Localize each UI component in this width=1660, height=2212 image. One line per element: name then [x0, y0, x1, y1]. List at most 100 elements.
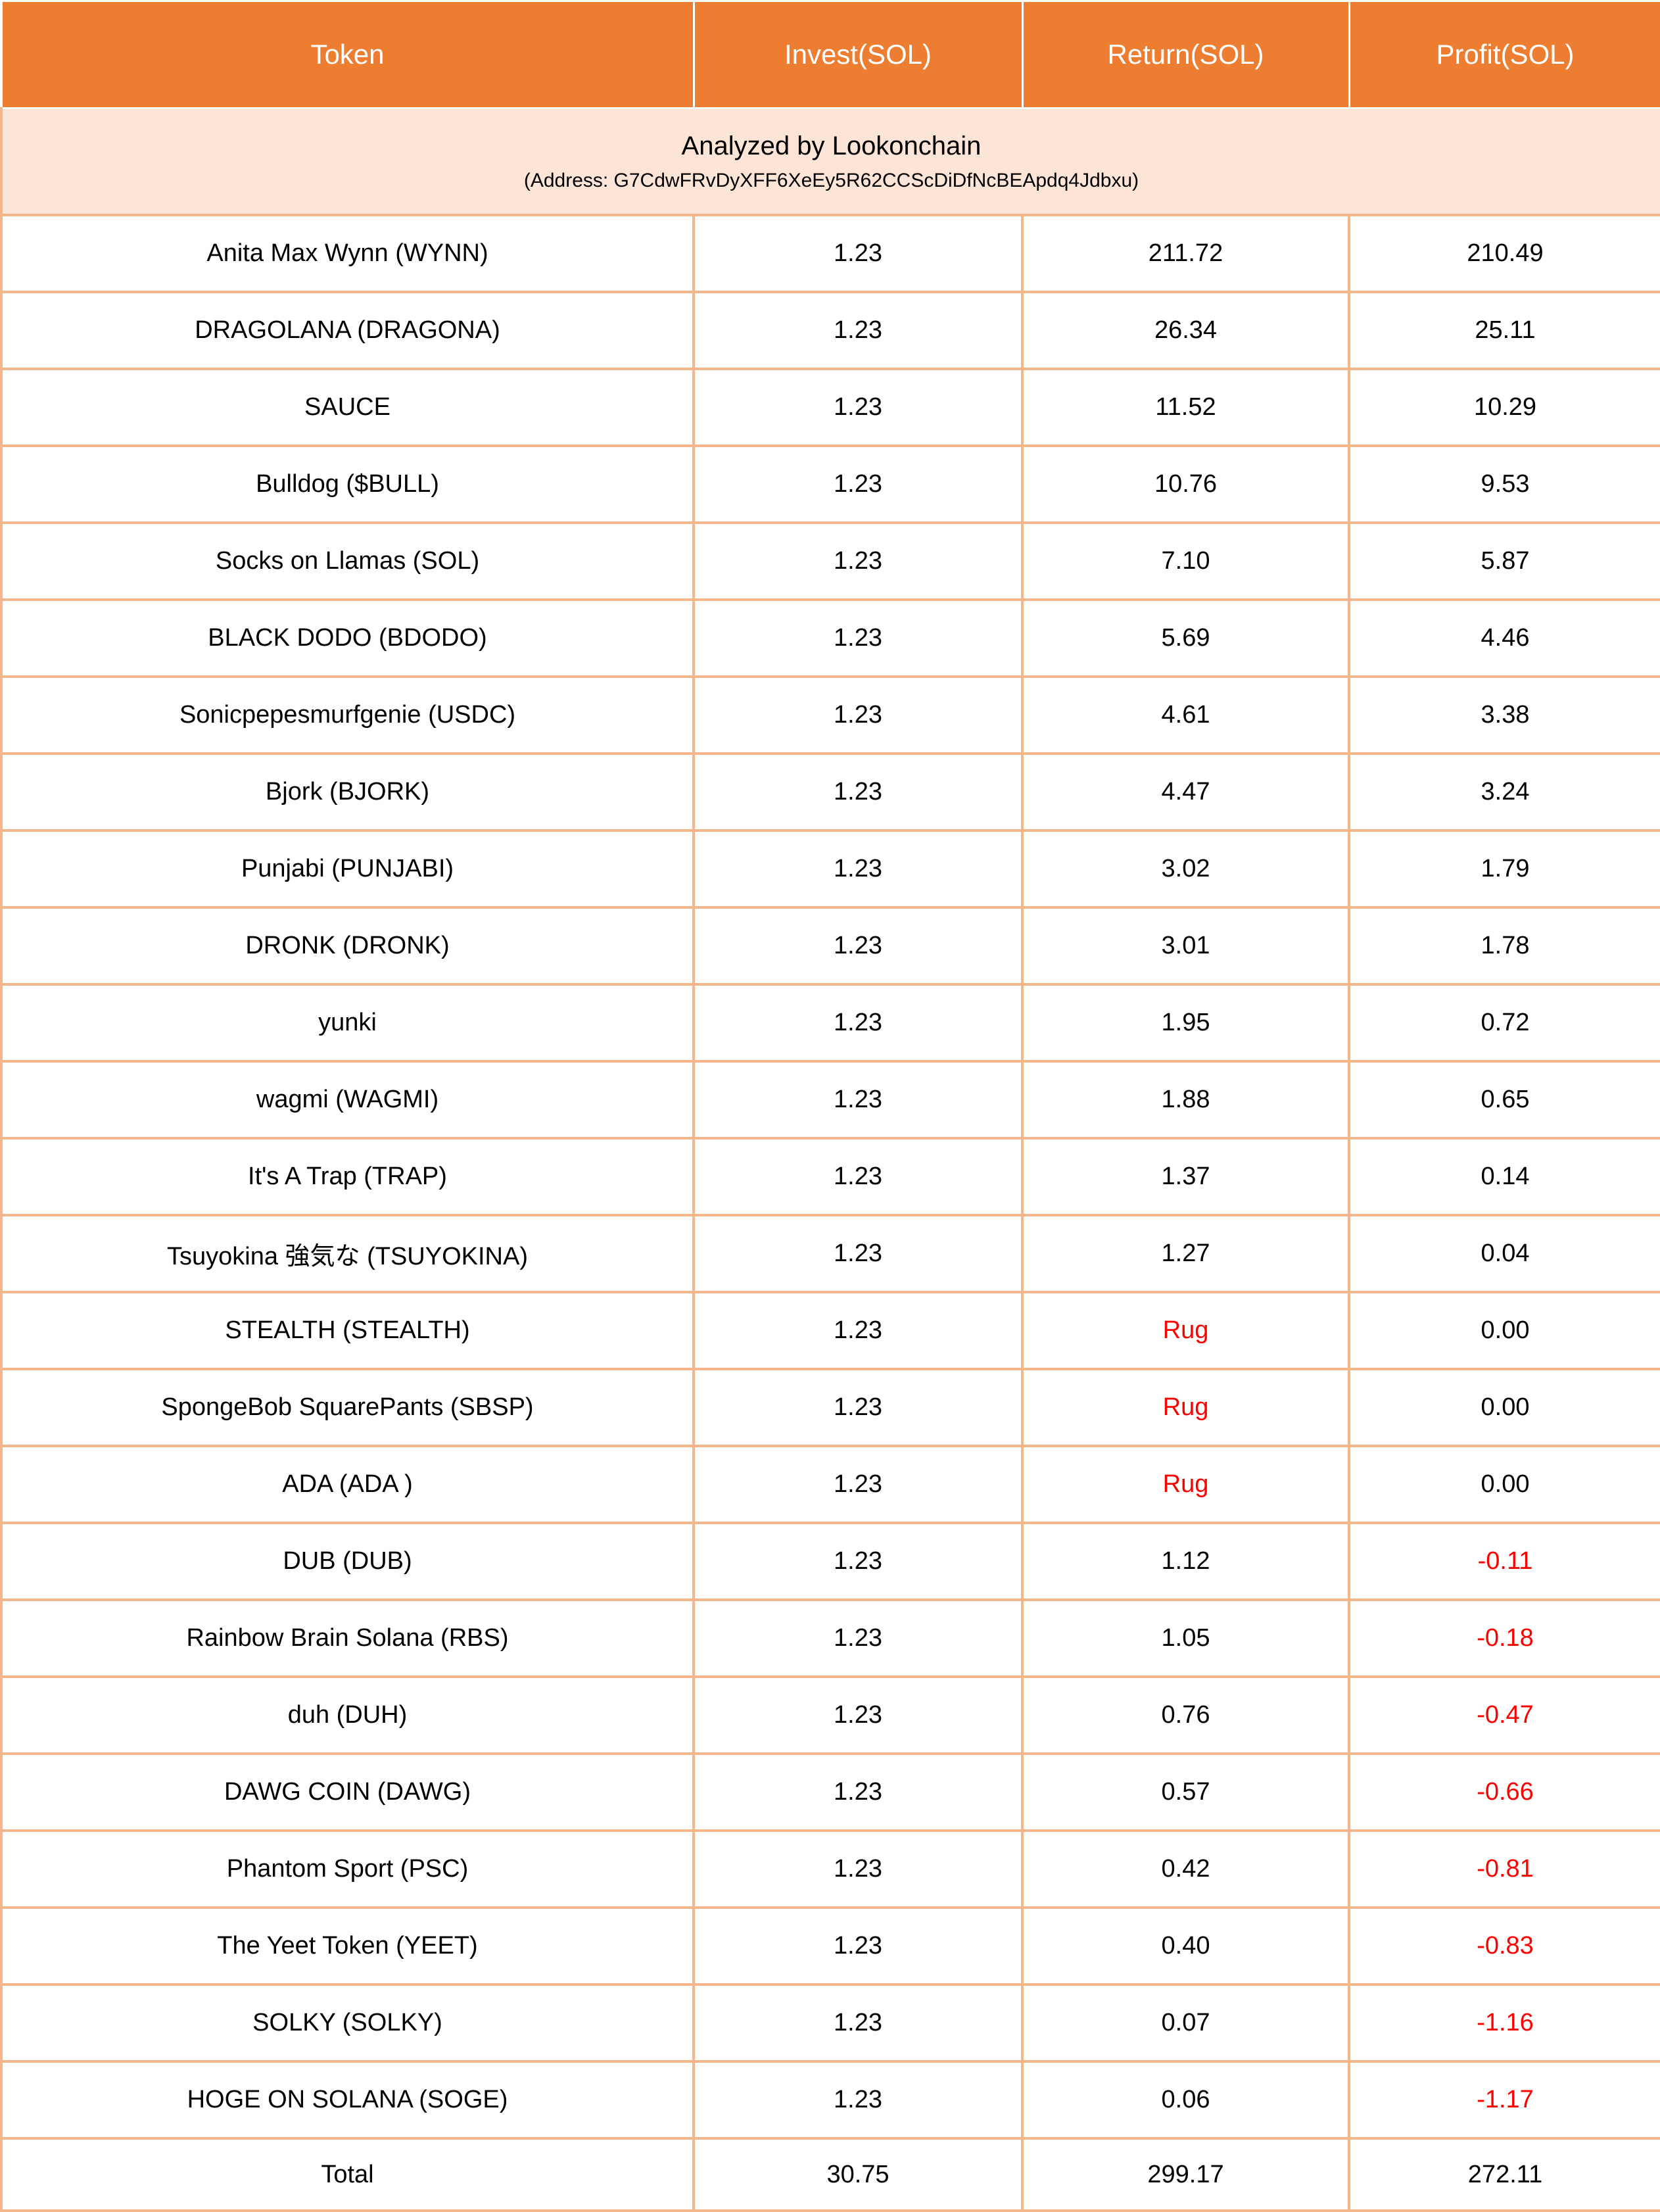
token-cell: yunki	[0, 983, 695, 1063]
invest-cell: 1.23	[692, 1060, 1024, 1140]
profit-cell: 3.38	[1348, 675, 1660, 755]
return-cell: 1.05	[1021, 1599, 1350, 1678]
table-row: yunki 1.23 1.95 0.72	[0, 983, 1660, 1063]
token-cell: Punjabi (PUNJABI)	[0, 829, 695, 909]
return-cell: 1.95	[1021, 983, 1350, 1063]
col-header-invest: Invest(SOL)	[692, 0, 1024, 109]
invest-cell: 1.23	[692, 1599, 1024, 1678]
return-cell: 26.34	[1021, 291, 1350, 370]
return-cell: 0.57	[1021, 1752, 1350, 1832]
return-cell: 0.07	[1021, 1983, 1350, 2063]
token-cell: DRAGOLANA (DRAGONA)	[0, 291, 695, 370]
invest-cell: 1.23	[692, 1445, 1024, 1524]
return-cell: 1.12	[1021, 1522, 1350, 1601]
invest-cell: 1.23	[692, 291, 1024, 370]
table-row: DUB (DUB) 1.23 1.12 -0.11	[0, 1522, 1660, 1601]
col-header-return: Return(SOL)	[1021, 0, 1350, 109]
table-row: HOGE ON SOLANA (SOGE) 1.23 0.06 -1.17	[0, 2060, 1660, 2140]
profit-cell: 9.53	[1348, 445, 1660, 524]
return-cell: 0.40	[1021, 1906, 1350, 1986]
token-cell: Phantom Sport (PSC)	[0, 1829, 695, 1909]
invest-cell: 1.23	[692, 1906, 1024, 1986]
token-cell: DRONK (DRONK)	[0, 906, 695, 986]
return-cell: 211.72	[1021, 214, 1350, 293]
profit-cell-negative: -0.11	[1348, 1522, 1660, 1601]
invest-cell: 1.23	[692, 368, 1024, 447]
return-cell-rug: Rug	[1021, 1445, 1350, 1524]
token-cell: duh (DUH)	[0, 1675, 695, 1755]
token-cell: The Yeet Token (YEET)	[0, 1906, 695, 1986]
profit-cell: 3.24	[1348, 752, 1660, 832]
profit-cell: 10.29	[1348, 368, 1660, 447]
token-cell: SAUCE	[0, 368, 695, 447]
invest-cell: 1.23	[692, 1983, 1024, 2063]
profit-cell-negative: -0.83	[1348, 1906, 1660, 1986]
invest-cell: 1.23	[692, 1291, 1024, 1370]
table-row: Sonicpepesmurfgenie (USDC) 1.23 4.61 3.38	[0, 675, 1660, 755]
token-cell: wagmi (WAGMI)	[0, 1060, 695, 1140]
invest-cell: 1.23	[692, 983, 1024, 1063]
table-row: wagmi (WAGMI) 1.23 1.88 0.65	[0, 1060, 1660, 1140]
col-header-token: Token	[0, 0, 695, 109]
return-cell: 1.27	[1021, 1214, 1350, 1293]
invest-cell: 1.23	[692, 1137, 1024, 1216]
profit-cell: 25.11	[1348, 291, 1660, 370]
return-cell: 7.10	[1021, 521, 1350, 601]
return-cell: 3.02	[1021, 829, 1350, 909]
token-cell: HOGE ON SOLANA (SOGE)	[0, 2060, 695, 2140]
table-row: Bjork (BJORK) 1.23 4.47 3.24	[0, 752, 1660, 832]
wallet-address: (Address: G7CdwFRvDyXFF6XeEy5R62CCScDiDf…	[523, 170, 1139, 192]
invest-cell: 1.23	[692, 1752, 1024, 1832]
profit-cell-negative: -1.17	[1348, 2060, 1660, 2140]
token-cell: Tsuyokina 強気な (TSUYOKINA)	[0, 1214, 695, 1293]
invest-cell: 1.23	[692, 1522, 1024, 1601]
token-cell: It's A Trap (TRAP)	[0, 1137, 695, 1216]
profit-cell-negative: -0.66	[1348, 1752, 1660, 1832]
token-cell: Socks on Llamas (SOL)	[0, 521, 695, 601]
invest-cell: 1.23	[692, 214, 1024, 293]
profit-cell: 0.14	[1348, 1137, 1660, 1216]
return-cell: 0.06	[1021, 2060, 1350, 2140]
token-cell: Bulldog ($BULL)	[0, 445, 695, 524]
token-cell: Sonicpepesmurfgenie (USDC)	[0, 675, 695, 755]
profit-cell: 1.79	[1348, 829, 1660, 909]
table-row: Socks on Llamas (SOL) 1.23 7.10 5.87	[0, 521, 1660, 601]
token-cell: BLACK DODO (BDODO)	[0, 598, 695, 678]
invest-cell: 1.23	[692, 2060, 1024, 2140]
profit-cell: 0.00	[1348, 1291, 1660, 1370]
return-cell: 1.37	[1021, 1137, 1350, 1216]
table-row: DRAGOLANA (DRAGONA) 1.23 26.34 25.11	[0, 291, 1660, 370]
return-cell: 11.52	[1021, 368, 1350, 447]
token-cell: SpongeBob SquarePants (SBSP)	[0, 1368, 695, 1447]
table-row: Rainbow Brain Solana (RBS) 1.23 1.05 -0.18	[0, 1599, 1660, 1678]
return-cell: 0.76	[1021, 1675, 1350, 1755]
return-cell: 4.47	[1021, 752, 1350, 832]
table-row: Anita Max Wynn (WYNN) 1.23 211.72 210.49	[0, 214, 1660, 293]
total-return-cell: 299.17	[1021, 2137, 1350, 2212]
table-row: The Yeet Token (YEET) 1.23 0.40 -0.83	[0, 1906, 1660, 1986]
profit-cell: 0.00	[1348, 1445, 1660, 1524]
profit-cell: 0.04	[1348, 1214, 1660, 1293]
col-header-profit: Profit(SOL)	[1348, 0, 1660, 109]
return-cell-rug: Rug	[1021, 1368, 1350, 1447]
table-row: SpongeBob SquarePants (SBSP) 1.23 Rug 0.00	[0, 1368, 1660, 1447]
table-row: SOLKY (SOLKY) 1.23 0.07 -1.16	[0, 1983, 1660, 2063]
analyzed-by-title: Analyzed by Lookonchain	[681, 132, 982, 161]
table-row: Tsuyokina 強気な (TSUYOKINA) 1.23 1.27 0.04	[0, 1214, 1660, 1293]
profit-cell-negative: -0.81	[1348, 1829, 1660, 1909]
total-row: Total 30.75 299.17 272.11	[0, 2137, 1660, 2212]
return-cell-rug: Rug	[1021, 1291, 1350, 1370]
table-row: ADA (ADA ) 1.23 Rug 0.00	[0, 1445, 1660, 1524]
profit-cell: 5.87	[1348, 521, 1660, 601]
subheader-cell: Analyzed by Lookonchain (Address: G7CdwF…	[0, 108, 1660, 216]
invest-cell: 1.23	[692, 1214, 1024, 1293]
return-cell: 3.01	[1021, 906, 1350, 986]
return-cell: 1.88	[1021, 1060, 1350, 1140]
invest-cell: 1.23	[692, 675, 1024, 755]
profit-cell-negative: -0.18	[1348, 1599, 1660, 1678]
return-cell: 4.61	[1021, 675, 1350, 755]
table-row: BLACK DODO (BDODO) 1.23 5.69 4.46	[0, 598, 1660, 678]
profit-cell: 210.49	[1348, 214, 1660, 293]
invest-cell: 1.23	[692, 1675, 1024, 1755]
